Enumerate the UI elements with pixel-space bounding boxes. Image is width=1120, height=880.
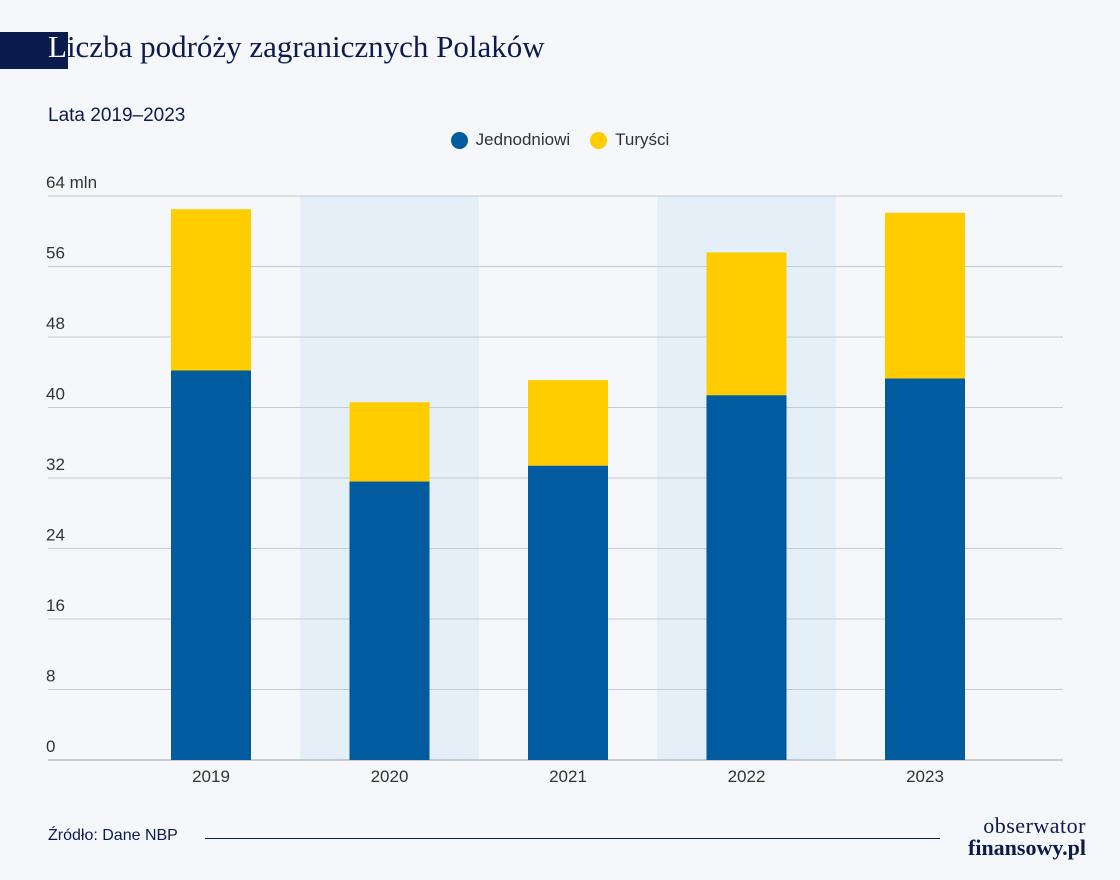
logo-line-2: finansowy.pl: [968, 835, 1086, 860]
legend-item-turysci: Turyści: [590, 130, 669, 150]
y-tick-label-56: 56: [46, 244, 65, 263]
x-tick-label-2023: 2023: [906, 767, 944, 786]
bar-jednodniowi-2019: [171, 370, 251, 760]
y-tick-label-0: 0: [46, 737, 55, 756]
legend-label-turysci: Turyści: [615, 130, 670, 149]
bar-jednodniowi-2022: [706, 395, 787, 760]
logo-line-1: obserwator: [983, 813, 1086, 838]
legend: Jednodniowi Turyści: [0, 130, 1120, 150]
y-tick-label-8: 8: [46, 667, 55, 686]
title-first-letter: L: [48, 29, 67, 64]
legend-item-jednodniowi: Jednodniowi: [450, 130, 571, 150]
bar-tury-ci-2022: [706, 252, 787, 396]
y-tick-label-16: 16: [46, 596, 65, 615]
bar-jednodniowi-2023: [885, 378, 965, 760]
x-tick-label-2020: 2020: [371, 767, 409, 786]
chart-subtitle: Lata 2019–2023: [48, 105, 186, 126]
bar-tury-ci-2019: [171, 209, 251, 371]
y-tick-label-24: 24: [46, 526, 65, 545]
x-tick-label-2021: 2021: [549, 767, 587, 786]
bar-tury-ci-2020: [349, 402, 430, 482]
bar-tury-ci-2023: [885, 212, 965, 379]
bar-jednodniowi-2020: [349, 481, 430, 760]
title-accent-block: [0, 32, 68, 69]
publisher-logo: obserwator finansowy.pl: [968, 815, 1086, 859]
legend-label-jednodniowi: Jednodniowi: [475, 130, 571, 149]
x-tick-label-2022: 2022: [728, 767, 766, 786]
y-tick-label-48: 48: [46, 314, 65, 333]
y-tick-label-40: 40: [46, 385, 65, 404]
legend-dot-turysci: [590, 131, 608, 149]
x-tick-label-2019: 2019: [192, 767, 230, 786]
title-text: iczba podróży zagranicznych Polaków: [66, 29, 545, 64]
legend-dot-jednodniowi: [450, 131, 468, 149]
y-tick-label-64-mln: 64 mln: [46, 173, 97, 192]
footer-divider: [205, 838, 940, 839]
bar-jednodniowi-2021: [528, 465, 608, 760]
y-tick-label-32: 32: [46, 455, 65, 474]
chart-title: Liczba podróży zagranicznych Polaków: [48, 29, 545, 65]
bar-tury-ci-2021: [528, 380, 608, 466]
source-note: Źródło: Dane NBP: [48, 827, 178, 844]
